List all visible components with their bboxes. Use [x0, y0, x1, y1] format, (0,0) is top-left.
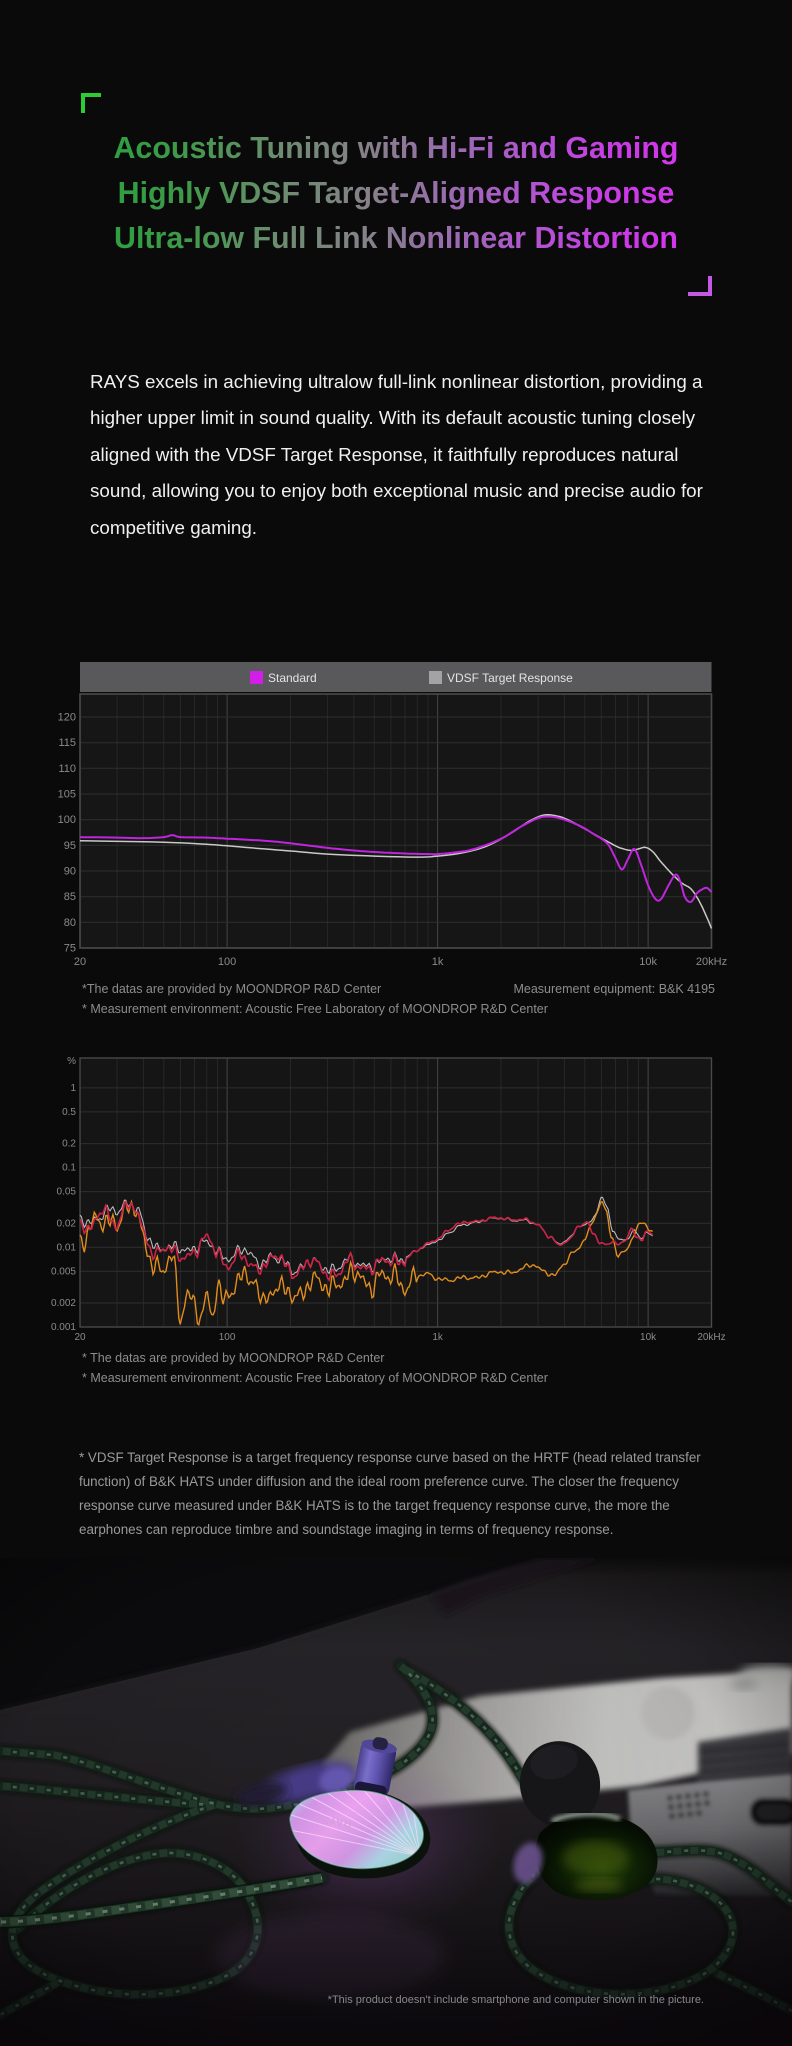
svg-text:110: 110 — [58, 763, 76, 775]
svg-text:95: 95 — [64, 840, 76, 852]
svg-text:75: 75 — [64, 943, 76, 955]
svg-text:0.5: 0.5 — [62, 1107, 76, 1118]
svg-text:90: 90 — [64, 866, 76, 878]
svg-text:1k: 1k — [432, 1332, 444, 1343]
svg-text:105: 105 — [58, 789, 76, 801]
svg-text:0.2: 0.2 — [62, 1139, 76, 1150]
svg-text:115: 115 — [58, 737, 76, 749]
svg-text:0.1: 0.1 — [62, 1163, 76, 1174]
svg-text:20kHz: 20kHz — [697, 1332, 725, 1343]
svg-text:1k: 1k — [432, 956, 444, 968]
svg-text:120: 120 — [58, 712, 76, 724]
svg-text:20: 20 — [74, 1332, 86, 1343]
svg-text:VDSF Target Response: VDSF Target Response — [447, 671, 573, 685]
svg-text:0.02: 0.02 — [57, 1218, 77, 1229]
svg-text:100: 100 — [58, 814, 76, 826]
svg-text:0.005: 0.005 — [51, 1266, 76, 1277]
svg-text:0.002: 0.002 — [51, 1298, 76, 1309]
svg-text:20kHz: 20kHz — [696, 956, 727, 968]
svg-text:0.01: 0.01 — [57, 1242, 77, 1253]
svg-text:20: 20 — [74, 956, 86, 968]
svg-text:%: % — [67, 1056, 76, 1067]
svg-text:10k: 10k — [639, 956, 657, 968]
svg-text:100: 100 — [219, 1332, 236, 1343]
svg-text:1: 1 — [70, 1083, 76, 1094]
svg-text:0.05: 0.05 — [57, 1187, 77, 1198]
svg-text:Standard: Standard — [268, 671, 317, 685]
svg-text:0.001: 0.001 — [51, 1322, 76, 1333]
svg-text:80: 80 — [64, 917, 76, 929]
svg-text:10k: 10k — [640, 1332, 657, 1343]
svg-text:100: 100 — [218, 956, 236, 968]
svg-text:85: 85 — [64, 891, 76, 903]
